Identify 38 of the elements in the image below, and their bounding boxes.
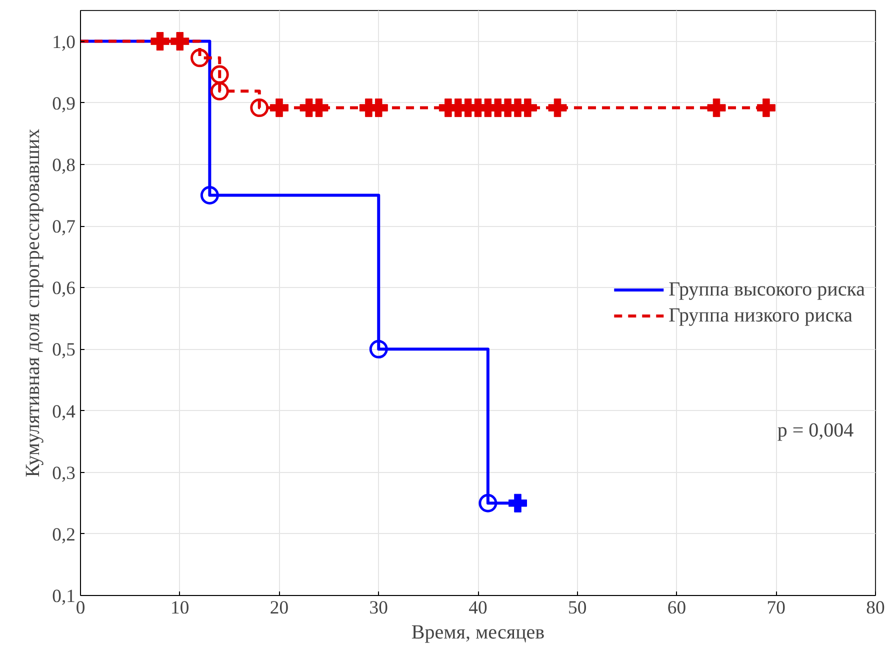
- point: [200, 186, 219, 204]
- x-tick-label: 30: [369, 598, 388, 618]
- point: [150, 32, 170, 51]
- point: [369, 340, 388, 358]
- x-tick-label: 80: [866, 598, 885, 618]
- point: [270, 98, 288, 118]
- x-tick-label: 0: [76, 598, 86, 618]
- point: [508, 494, 527, 512]
- y-tick-label: 1,0: [52, 32, 76, 53]
- y-axis-title: Кумулятивная доля спрогрессировавших: [22, 128, 44, 478]
- y-tick-label: 0,7: [52, 216, 76, 238]
- y-tick-label: 0,5: [52, 340, 76, 361]
- point: [707, 98, 726, 118]
- point: [210, 82, 229, 100]
- legend-label: Группа низкого риска: [668, 304, 853, 327]
- y-tick-label: 0,3: [52, 462, 76, 484]
- x-tick-label: 20: [270, 598, 289, 618]
- x-tick-label: 70: [766, 598, 786, 618]
- y-tick-label: 0,2: [52, 524, 76, 546]
- annotation: p = 0,004: [777, 420, 854, 442]
- y-tick-label: 0,8: [52, 154, 76, 176]
- point: [190, 48, 209, 68]
- x-tick-label: 50: [568, 598, 587, 618]
- y-tick-label: 0,9: [52, 93, 76, 114]
- point: [170, 32, 190, 51]
- point: [478, 494, 498, 512]
- point: [548, 98, 567, 118]
- point: [250, 98, 269, 118]
- y-tick-label: 0,4: [52, 401, 76, 422]
- y-tick-label: 0,1: [52, 586, 76, 607]
- x-axis-title: Время, месяцев: [411, 622, 545, 644]
- legend-label: Группа высокого риска: [668, 278, 865, 301]
- y-tick-label: 0,6: [52, 278, 76, 300]
- x-tick-label: 60: [667, 598, 686, 618]
- x-tick-label: 40: [468, 598, 488, 618]
- point: [756, 98, 776, 118]
- x-tick-label: 10: [170, 598, 190, 618]
- point: [210, 65, 229, 84]
